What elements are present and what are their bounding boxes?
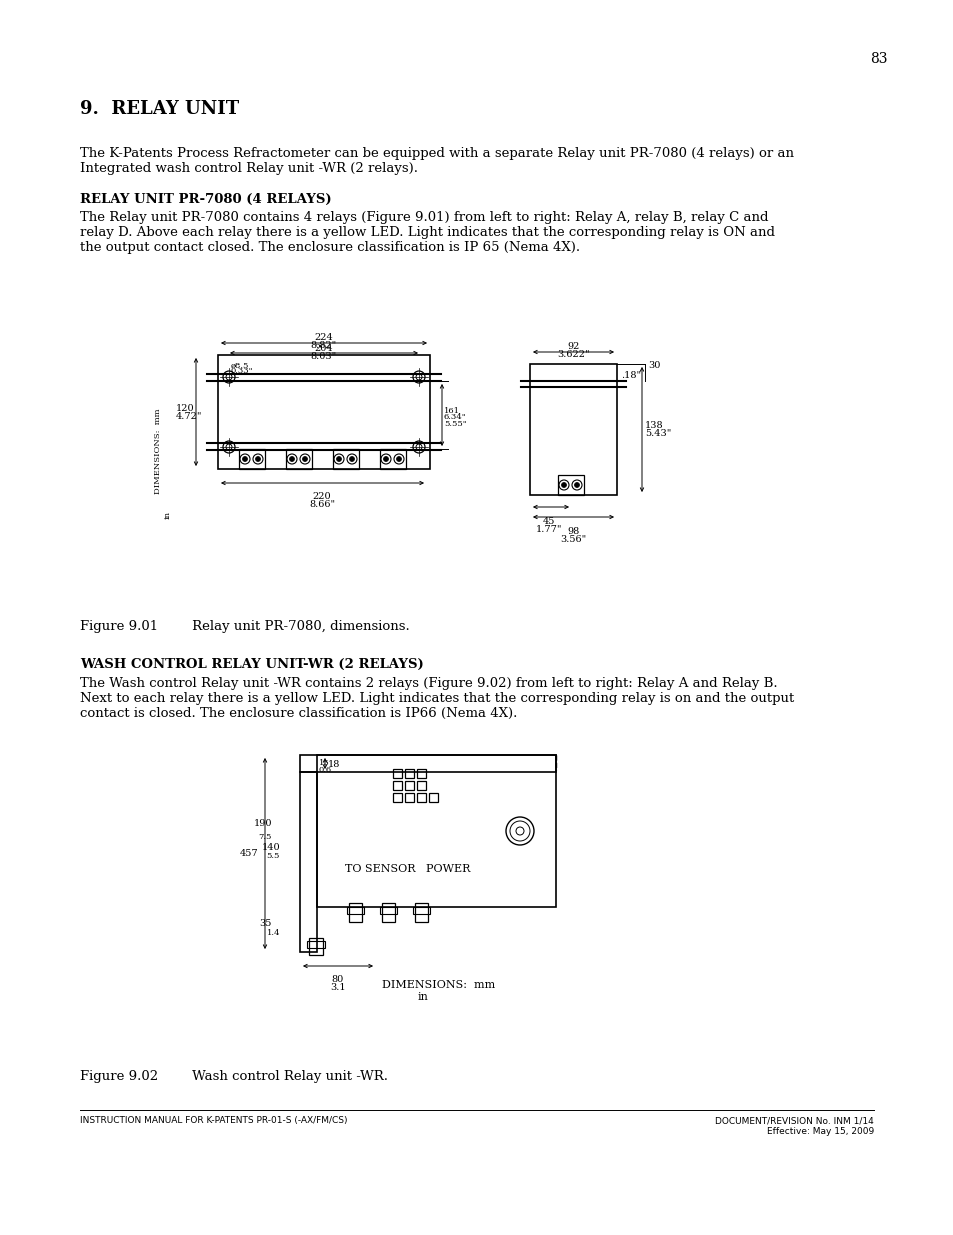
Text: Figure 9.02        Wash control Relay unit -WR.: Figure 9.02 Wash control Relay unit -WR. [80,1070,388,1083]
Text: 18: 18 [328,760,340,769]
Text: 224: 224 [314,333,333,342]
Circle shape [255,457,260,462]
Circle shape [574,483,578,488]
Text: The Wash control Relay unit -WR contains 2 relays (Figure 9.02) from left to rig: The Wash control Relay unit -WR contains… [80,677,794,720]
Text: 5.5: 5.5 [266,852,280,860]
Bar [333,450,358,469]
Bar [349,903,361,923]
Bar [393,769,401,778]
Text: The Relay unit PR-7080 contains 4 relays (Figure 9.01) from left to right: Relay: The Relay unit PR-7080 contains 4 relays… [80,211,774,254]
Bar [393,793,401,802]
Bar [416,793,426,802]
Bar [347,906,364,914]
Text: 4.72": 4.72" [175,412,202,421]
Text: 92: 92 [567,342,579,351]
Bar [286,450,312,469]
Circle shape [383,457,388,462]
Bar [379,906,396,914]
Bar [530,364,617,495]
Bar [299,772,316,952]
Bar [416,769,426,778]
Text: 45: 45 [542,517,555,526]
Text: 9.  RELAY UNIT: 9. RELAY UNIT [80,100,239,119]
Circle shape [561,483,566,488]
Circle shape [302,457,307,462]
Bar [239,450,265,469]
Bar [405,769,414,778]
Text: Figure 9.01        Relay unit PR-7080, dimensions.: Figure 9.01 Relay unit PR-7080, dimensio… [80,620,410,634]
Text: DIMENSIONS:  mm: DIMENSIONS: mm [153,409,162,494]
Text: 30: 30 [647,361,659,370]
Text: 140: 140 [261,844,280,852]
Text: 0.33": 0.33" [231,367,253,375]
Text: TO SENSOR   POWER: TO SENSOR POWER [345,864,470,874]
Text: INSTRUCTION MANUAL FOR K-PATENTS PR-01-S (-AX/FM/CS): INSTRUCTION MANUAL FOR K-PATENTS PR-01-S… [80,1116,347,1125]
Text: 5.55": 5.55" [443,420,466,429]
Text: 1.4: 1.4 [266,929,280,937]
Text: 161: 161 [443,408,459,415]
Text: 3.56": 3.56" [559,535,586,543]
Text: 457: 457 [240,848,258,857]
Text: WASH CONTROL RELAY UNIT-WR (2 RELAYS): WASH CONTROL RELAY UNIT-WR (2 RELAYS) [80,658,423,671]
Circle shape [396,457,401,462]
Text: 120: 120 [175,404,194,412]
Text: 190: 190 [253,819,272,827]
Bar [381,903,395,923]
Text: 8.82": 8.82" [311,341,336,350]
Text: DIMENSIONS:  mm: DIMENSIONS: mm [381,981,495,990]
Text: RELAY UNIT PR-7080 (4 RELAYS): RELAY UNIT PR-7080 (4 RELAYS) [80,193,332,206]
Circle shape [349,457,355,462]
Text: 35: 35 [259,919,272,927]
Text: 3.622": 3.622" [557,350,589,359]
Bar [307,941,325,948]
Bar [429,793,437,802]
Text: ø8.5: ø8.5 [231,362,249,370]
Text: 204: 204 [314,345,333,353]
Text: 15: 15 [318,760,330,767]
Bar [558,475,583,495]
Text: 80: 80 [332,974,344,984]
Text: 5.43": 5.43" [644,430,671,438]
Text: Effective: May 15, 2009: Effective: May 15, 2009 [766,1128,873,1136]
Text: in: in [417,992,428,1002]
Bar [405,781,414,790]
Text: The K-Patents Process Refractometer can be equipped with a separate Relay unit P: The K-Patents Process Refractometer can … [80,147,793,175]
Bar [218,354,430,469]
Bar [405,793,414,802]
Text: 83: 83 [869,52,886,65]
Bar [393,781,401,790]
Bar [316,755,556,906]
Text: 6.34": 6.34" [443,412,466,421]
Bar [309,939,323,955]
Bar [416,781,426,790]
Bar [413,906,430,914]
Text: DOCUMENT/REVISION No. INM 1/14: DOCUMENT/REVISION No. INM 1/14 [715,1116,873,1125]
Text: 8.66": 8.66" [309,500,335,509]
Circle shape [289,457,294,462]
Text: 98: 98 [567,527,579,536]
Bar [415,903,428,923]
Text: 7.5: 7.5 [258,832,272,841]
Text: 8.03": 8.03" [311,352,336,361]
Text: 1.77": 1.77" [536,525,561,534]
Circle shape [242,457,247,462]
Circle shape [336,457,341,462]
Text: 0.6: 0.6 [318,766,332,774]
Bar [299,755,556,772]
Text: 138: 138 [644,421,663,431]
Text: 3.1: 3.1 [330,983,345,992]
Text: .18": .18" [620,370,640,380]
Bar [379,450,406,469]
Text: 220: 220 [313,492,331,501]
Text: in: in [164,511,172,519]
